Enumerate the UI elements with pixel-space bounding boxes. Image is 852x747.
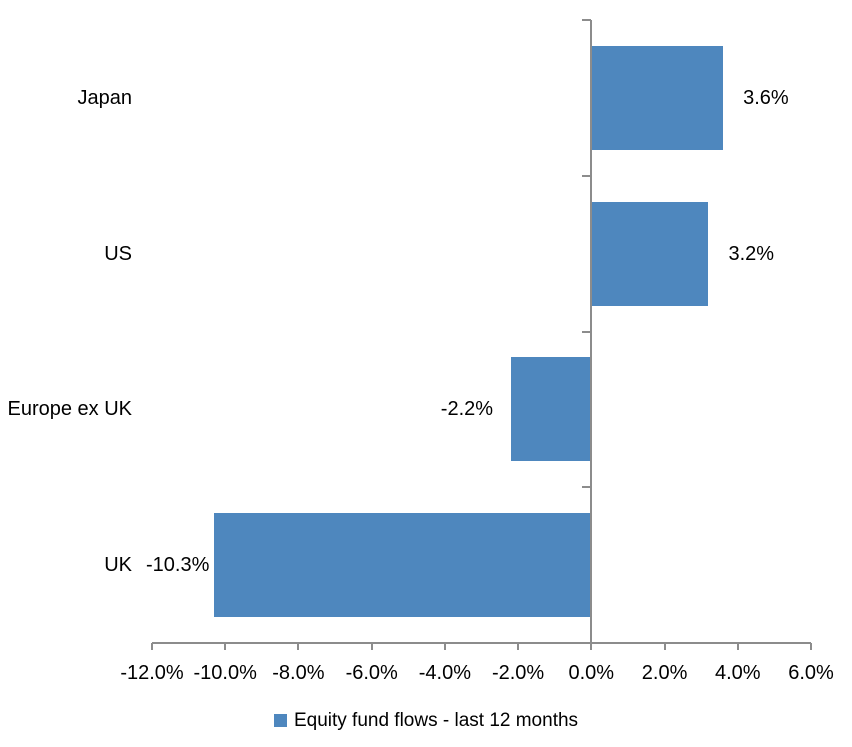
category-axis-tick xyxy=(582,486,592,489)
x-axis-tick-label: -12.0% xyxy=(120,662,184,684)
category-axis-line xyxy=(590,20,593,650)
x-axis-tick xyxy=(810,643,812,650)
legend-color-swatch xyxy=(273,714,287,727)
x-axis-tick-label: 0.0% xyxy=(568,662,615,684)
category-label-us: US xyxy=(104,242,132,265)
x-axis-tick-label: -8.0% xyxy=(272,662,325,684)
x-axis-tick-label: 2.0% xyxy=(641,662,688,684)
category-label-japan: Japan xyxy=(77,86,133,109)
bar-europe-ex-uk xyxy=(510,357,592,462)
category-label-europe-ex-uk: Europe ex UK xyxy=(7,398,132,421)
category-label-uk: UK xyxy=(104,554,132,577)
x-axis-line xyxy=(152,642,811,644)
value-label-japan: 3.6% xyxy=(743,86,789,109)
bar-uk xyxy=(214,513,592,618)
x-axis-tick xyxy=(370,643,373,650)
x-axis-tick-label: 4.0% xyxy=(715,662,761,684)
value-label-uk: -10.3% xyxy=(146,554,210,577)
x-axis-tick-label: 6.0% xyxy=(788,662,834,684)
x-axis-tick-label: -6.0% xyxy=(345,662,398,684)
legend: Equity fund flows - last 12 months xyxy=(0,709,852,732)
x-axis-tick xyxy=(151,643,153,650)
x-axis-tick xyxy=(443,643,446,650)
bar-japan xyxy=(591,45,724,150)
x-axis-tick xyxy=(297,643,300,650)
legend-label: Equity fund flows - last 12 months xyxy=(293,710,579,731)
x-axis-tick xyxy=(736,643,739,650)
x-axis-tick xyxy=(517,643,520,650)
x-axis-tick-label: -10.0% xyxy=(193,662,257,684)
x-axis-tick-label: -2.0% xyxy=(491,662,545,684)
value-label-europe-ex-uk: -2.2% xyxy=(440,398,494,421)
category-axis-tick xyxy=(582,174,592,177)
value-label-us: 3.2% xyxy=(728,242,775,265)
x-axis-tick xyxy=(663,643,666,650)
x-axis-tick xyxy=(224,643,227,650)
bar-us xyxy=(591,201,709,306)
category-axis-tick xyxy=(582,330,592,333)
category-axis-tick xyxy=(582,19,592,21)
x-axis-tick-label: -4.0% xyxy=(418,662,472,684)
